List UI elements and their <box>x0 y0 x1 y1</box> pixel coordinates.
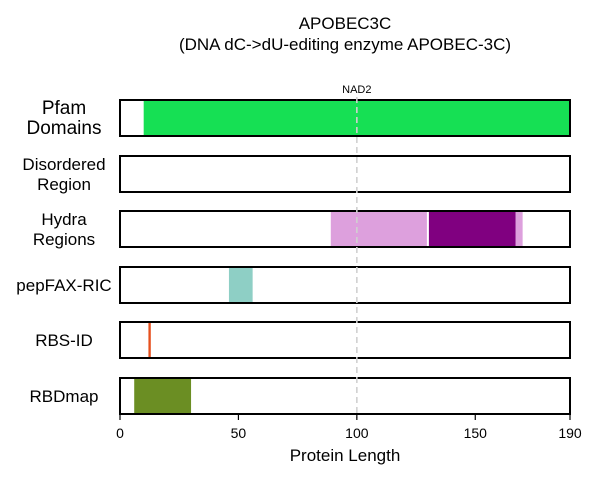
chart-subtitle: (DNA dC->dU-editing enzyme APOBEC-3C) <box>179 35 511 54</box>
track-background <box>120 267 570 303</box>
x-axis: 0 50 100 150 190 <box>116 413 582 441</box>
track-frame <box>119 210 571 248</box>
track-label: pepFAX-RIC <box>16 276 111 295</box>
marker: NAD2 <box>342 84 372 418</box>
track-background <box>120 322 570 358</box>
track-frame <box>119 99 571 137</box>
x-tick-label: 190 <box>558 425 582 441</box>
chart-title: APOBEC3C <box>299 14 392 33</box>
x-tick-label: 50 <box>231 425 247 441</box>
track-background <box>120 156 570 192</box>
track-background <box>120 378 570 414</box>
track-frame <box>119 155 571 193</box>
track-label: RBDmap <box>30 387 99 406</box>
x-tick-label: 0 <box>116 425 124 441</box>
marker-label: NAD2 <box>342 84 371 96</box>
x-axis-title: Protein Length <box>290 446 401 465</box>
track-segment <box>228 267 253 303</box>
track-segment <box>148 322 151 358</box>
track-label: RBS-ID <box>35 331 93 350</box>
track-5: RBDmap <box>30 377 571 415</box>
track-label: Region <box>37 175 91 194</box>
track-label: Pfam <box>42 98 86 119</box>
track-label: Hydra <box>41 210 87 229</box>
track-frame <box>119 266 571 304</box>
track-segment <box>134 378 192 414</box>
track-label: Domains <box>27 118 102 139</box>
track-3: pepFAX-RIC <box>16 266 571 304</box>
track-frame <box>119 321 571 359</box>
track-4: RBS-ID <box>35 321 571 359</box>
x-tick-label: 150 <box>464 425 488 441</box>
x-tick-label: 100 <box>345 425 369 441</box>
track-label: Disordered <box>22 155 105 174</box>
track-label: Regions <box>33 230 95 249</box>
track-segment <box>427 211 516 247</box>
